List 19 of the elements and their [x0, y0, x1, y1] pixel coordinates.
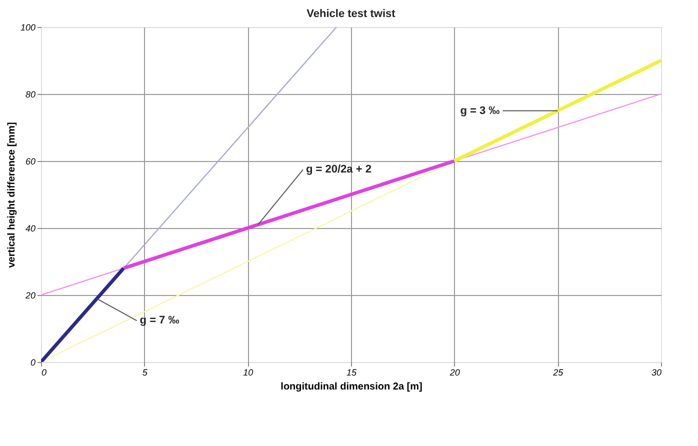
x-tick-label: 10: [243, 368, 254, 378]
y-axis-title: vertical height difference [mm]: [6, 122, 18, 268]
x-tick-label: 0: [42, 368, 47, 378]
annotation: g = 7 ‰: [140, 314, 180, 327]
x-tick-label: 20: [448, 368, 460, 378]
y-tick-label: 20: [24, 290, 36, 300]
x-tick-label: 5: [142, 368, 148, 378]
annotation: g = 20/2a + 2: [306, 164, 372, 176]
y-tick-label: 60: [25, 156, 36, 166]
x-tick-label: 15: [346, 368, 358, 378]
x-axis-title: longitudinal dimension 2a [m]: [280, 382, 422, 392]
x-tick-label: 30: [651, 368, 662, 378]
chart-title: Vehicle test twist: [306, 8, 396, 20]
y-tick-label: 80: [25, 90, 36, 100]
y-tick-label: 40: [25, 224, 36, 234]
y-tick-label: 0: [30, 358, 36, 368]
y-tick-label: 100: [20, 22, 36, 32]
x-tick-label: 25: [552, 368, 564, 378]
annotation: g = 3 ‰: [460, 104, 500, 117]
